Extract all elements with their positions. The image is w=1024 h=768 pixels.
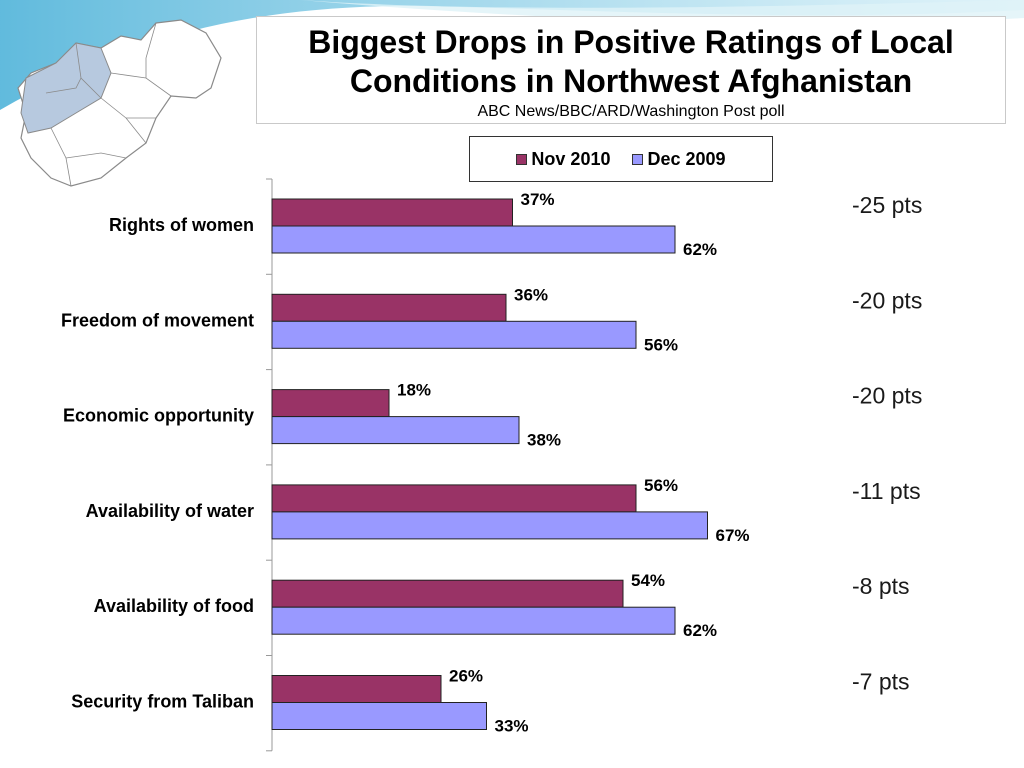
bar-dec-2009 [271, 416, 520, 445]
difference-label: -25 pts [852, 192, 922, 218]
value-label: 62% [683, 621, 717, 640]
value-label: 56% [644, 335, 678, 354]
bar-dec-2009 [271, 702, 487, 730]
chart-title: Biggest Drops in Positive Ratings of Loc… [308, 24, 954, 99]
value-label: 62% [683, 240, 717, 259]
bar-nov-2010 [271, 389, 390, 418]
category-label: Economic opportunity [63, 406, 254, 426]
category-label: Availability of food [94, 596, 254, 616]
bar-nov-2010 [271, 293, 507, 322]
value-label: 36% [514, 285, 548, 304]
category-label: Security from Taliban [71, 692, 254, 712]
bar-dec-2009 [271, 606, 676, 635]
legend-label-dec-2009: Dec 2009 [647, 148, 726, 169]
value-label: 26% [449, 667, 483, 686]
legend-item-nov-2010: Nov 2010 [516, 149, 610, 170]
legend-label-nov-2010: Nov 2010 [531, 148, 611, 169]
difference-label: -20 pts [852, 287, 922, 313]
category-label: Availability of water [86, 501, 254, 521]
difference-label: -11 pts [852, 478, 921, 504]
category-label: Freedom of movement [61, 310, 254, 330]
value-label: 54% [631, 571, 665, 590]
title-box: Biggest Drops in Positive Ratings of Loc… [256, 16, 1006, 124]
legend-item-dec-2009: Dec 2009 [632, 148, 726, 170]
value-label: 37% [521, 190, 555, 209]
afghanistan-map-icon [17, 19, 222, 187]
legend-swatch-nov-2010 [516, 153, 528, 165]
map-borders [45, 22, 172, 187]
value-label: 38% [527, 431, 561, 450]
legend-swatch-dec-2009 [632, 153, 644, 165]
chart-subtitle: ABC News/BBC/ARD/Washington Post poll [477, 103, 785, 120]
bar-nov-2010 [271, 198, 513, 227]
value-label: 67% [716, 526, 750, 545]
value-label: 56% [644, 476, 678, 495]
difference-label: -8 pts [852, 573, 910, 599]
category-label: Rights of women [109, 215, 254, 235]
bar-nov-2010 [271, 579, 624, 608]
bar-dec-2009 [271, 320, 637, 349]
value-label: 33% [495, 717, 529, 736]
bar-dec-2009 [271, 511, 708, 540]
bar-dec-2009 [271, 225, 676, 254]
bar-nov-2010 [271, 675, 442, 703]
difference-label: -20 pts [852, 383, 922, 409]
value-label: 18% [397, 381, 431, 400]
bar-nov-2010 [271, 484, 637, 513]
chart-legend: Nov 2010 Dec 2009 [469, 136, 773, 182]
difference-label: -7 pts [852, 669, 910, 695]
